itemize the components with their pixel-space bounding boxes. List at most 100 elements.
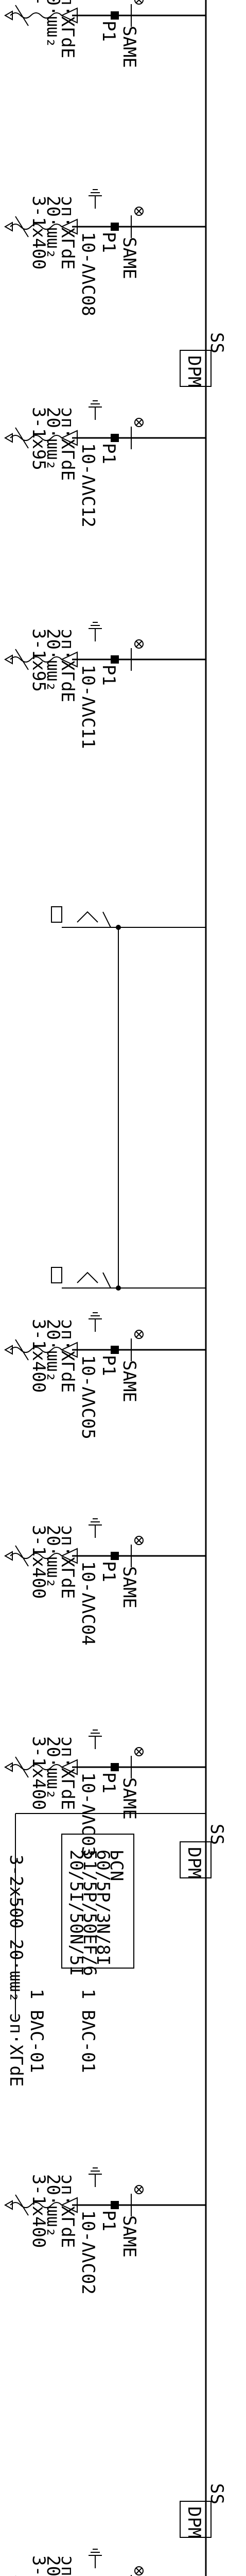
cable-end-arrow-icon xyxy=(4,2200,13,2210)
bvc-label-2: 1 BΛC-01 xyxy=(26,1989,47,2073)
cable-termination-icon xyxy=(60,7,78,24)
cable-spec-text: 20·ɯɯ₂ xyxy=(43,1736,63,1800)
feeder-code-text: 10-ΛΛC05 xyxy=(78,1355,98,1439)
cable-slash xyxy=(15,427,29,449)
cable-wavy-line xyxy=(10,1764,62,1770)
ct-cross xyxy=(135,0,140,4)
cable-spec-text: 3- xyxy=(28,2555,49,2576)
switch-tick xyxy=(77,1272,98,1283)
cable-wavy-line xyxy=(10,656,62,663)
breaker-square xyxy=(111,1763,119,1771)
cable-slash xyxy=(15,1545,29,1567)
ct-circle xyxy=(134,207,144,216)
feeder-code-text: 10-ΛΛC11 xyxy=(78,665,98,749)
ct-cross xyxy=(135,208,143,215)
cable-slash xyxy=(15,216,29,238)
feeder-code-text: 10-ΛΛC12 xyxy=(78,443,98,528)
cable-wavy-line xyxy=(10,1347,62,1353)
cable-termination-icon xyxy=(60,1548,78,1564)
ct-circle xyxy=(134,1536,144,1545)
fuse-box xyxy=(51,906,62,923)
cable-wavy-line xyxy=(10,2202,62,2208)
switch-symbol-0 xyxy=(51,906,206,930)
breaker-square xyxy=(111,1552,119,1560)
cable-spec-text: ɔᴨ·XΓdE xyxy=(57,629,78,702)
cable-spec-text: ɔᴨ·XΓdE xyxy=(57,1319,78,1393)
cable-spec-text: 20·ɯɯ₂ xyxy=(43,196,63,259)
cable-wavy-line xyxy=(10,12,62,19)
cable-spec-text: ɔᴨ·XΓdE xyxy=(57,0,78,58)
breaker-square xyxy=(111,223,119,231)
cable-spec-text: 20·ɯɯ₂ xyxy=(43,2174,63,2238)
bus-cable-border xyxy=(15,1813,206,2020)
cable-spec-text: 20·ɯɯ₂ xyxy=(43,2555,63,2576)
cable-termination-icon xyxy=(60,2197,78,2213)
cable-slash xyxy=(15,5,29,26)
cable-termination-icon xyxy=(60,430,78,446)
cable-spec-text: ɔᴨ·XΓdE xyxy=(57,1525,78,1599)
cable-spec-text: ɔᴨ·XΓdE xyxy=(57,196,78,269)
cable-spec-text: 3-1x400 xyxy=(28,1525,49,1599)
feeder-code-text: 10-ΛΛC08 xyxy=(78,232,98,316)
cable-slash xyxy=(15,649,29,670)
ss-label: SS xyxy=(206,2483,227,2504)
ss-label: SS xyxy=(206,1824,227,1845)
ct-cross xyxy=(135,2186,143,2193)
pcu-text: ЬCN xyxy=(106,1850,127,1881)
cable-termination-icon xyxy=(60,218,78,235)
pcu-text: 60/5P/3N/8I xyxy=(93,1850,113,1965)
p1-label: P1 xyxy=(98,232,119,253)
ct-circle xyxy=(134,418,144,427)
dpm-box xyxy=(180,1841,212,1878)
ct-circle xyxy=(134,639,144,649)
cable-end-arrow-icon xyxy=(4,1551,13,1561)
p1-label: P1 xyxy=(98,1355,119,1376)
cable-wavy-line xyxy=(10,224,62,230)
cable-end-arrow-icon xyxy=(4,654,13,665)
p1-label: P1 xyxy=(98,1772,119,1793)
ct-cross xyxy=(135,640,143,648)
cable-spec-text: ɔᴨ·XΓdE xyxy=(57,2555,78,2576)
p1-label: P1 xyxy=(98,443,119,464)
cable-spec-text: 3-1x400 xyxy=(28,1736,49,1810)
cable-slash xyxy=(15,1339,29,1361)
p1-label: P1 xyxy=(98,1561,119,1582)
breaker-square xyxy=(111,11,119,20)
bvc-label: 1 BΛC-01 xyxy=(78,1989,98,2073)
breaker-square xyxy=(111,655,119,664)
ct-circle xyxy=(134,1330,144,1339)
same-label: SAME xyxy=(119,1566,139,1608)
pcu-text: 20/5I/50N/5I xyxy=(66,1850,86,1976)
cable-termination-icon xyxy=(60,651,78,668)
pcu-text: 51/5P/50EF/6 xyxy=(79,1850,100,1976)
feeder-code-text: 10-ΛΛC02 xyxy=(78,2210,98,2295)
same-label: SAME xyxy=(119,1777,139,1820)
cable-spec-text: 3- xyxy=(28,0,49,6)
same-label: SAME xyxy=(119,1360,139,1402)
switch-tick xyxy=(77,911,98,923)
feeder-code-text: 10-ΛΛC03 xyxy=(78,1772,98,1857)
switch-symbol-1 xyxy=(51,1267,206,1291)
cable-end-arrow-icon xyxy=(4,1762,13,1772)
ct-cross xyxy=(135,2567,143,2574)
ct-cross xyxy=(138,0,143,4)
ct-cross xyxy=(135,1748,143,1755)
p1-label: P1 xyxy=(98,2210,119,2231)
p1-label: P1 xyxy=(98,21,119,42)
ct-cross xyxy=(135,1331,143,1338)
dpm-box xyxy=(180,2501,212,2538)
ct-circle xyxy=(134,0,144,5)
cable-end-arrow-icon xyxy=(4,222,13,232)
cable-spec-text: 3-1x95 xyxy=(28,407,49,470)
cable-termination-icon xyxy=(60,1759,78,1775)
